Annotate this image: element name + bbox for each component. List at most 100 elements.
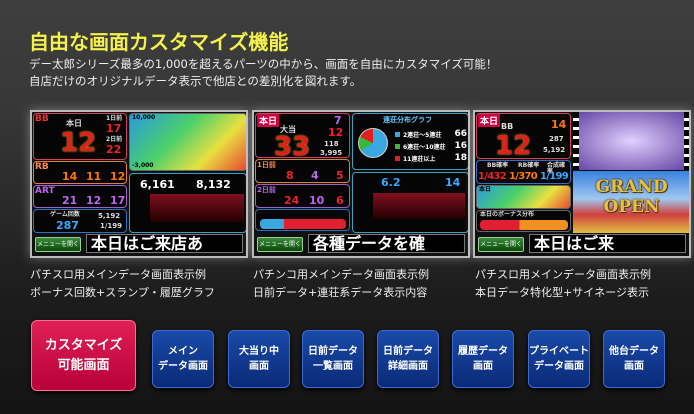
page-title: 自由な画面カスタマイズ機能	[29, 30, 289, 54]
caption-line-1: パチスロ用メインデータ画面表示例	[475, 268, 651, 281]
ratio: 1/199	[100, 222, 123, 230]
legend-label: 6連荘～10連荘	[403, 143, 446, 151]
caption-line-2: ボーナス回数+スランプ・履歴グラフ	[30, 286, 215, 299]
ticker-text: 本日はご来	[529, 234, 686, 253]
pie-title: 連荘分布グラフ	[383, 116, 432, 124]
rb-label: RB	[35, 162, 49, 172]
pie-legend-item: 2連荘～5連荘 66	[395, 128, 467, 140]
games-value: 287	[56, 219, 79, 232]
prev2-c: 6	[336, 194, 344, 207]
menu-button[interactable]: メニューを開く	[257, 237, 303, 252]
start1-value: 118	[324, 140, 339, 148]
prev1-value: 17	[106, 122, 122, 135]
games-total: 5,192	[98, 212, 121, 220]
pie-legend-item: 11連荘以上 18	[395, 152, 467, 164]
bb-panel: BB 本日 12 1日前 17 2日前 22	[33, 113, 127, 160]
ticker-text: 各種データを確	[308, 234, 465, 253]
pie-legend-item: 6連荘～10連荘 16	[395, 140, 467, 152]
streak-value: 12	[328, 126, 344, 139]
prev2-label: 2日前	[257, 186, 276, 194]
grand-open-banner: GRAND OPEN	[573, 171, 689, 233]
bonus-panel: 本日のボーナス分布	[476, 210, 571, 232]
button-line-2: データ画面	[534, 361, 584, 372]
caption-line-2: 本日データ特化型+サイネージ表示	[475, 286, 649, 299]
screen-type-button[interactable]: メイン データ画面	[152, 330, 214, 388]
bb-prob: 1/432	[478, 172, 507, 182]
button-line-2: 詳細画面	[388, 361, 428, 372]
button-line-1: 履歴データ	[458, 346, 508, 357]
screen-type-button[interactable]: 大当り中 画面	[228, 330, 290, 388]
slump-graph: 本日	[476, 185, 571, 209]
rb-prob: 1/370	[509, 172, 538, 182]
rb-today: 14	[62, 170, 78, 183]
rb-prev1: 11	[86, 170, 102, 183]
banner-line-2: OPEN	[603, 197, 660, 217]
screen-type-button[interactable]: 日前データ 詳細画面	[377, 330, 439, 388]
screen-example-2: 本日 大当 33 7 12 118 3,995 1日前 8 4 5 2日前 24…	[252, 110, 470, 258]
video-thumbnail	[573, 112, 689, 170]
button-line-1: カスタマイズ	[44, 337, 123, 353]
caption-3: パチスロ用メインデータ画面表示例 本日データ特化型+サイネージ表示	[475, 266, 651, 302]
prev2-a: 24	[284, 194, 300, 207]
games-value: 287	[549, 135, 564, 143]
graph-label: 本日	[479, 186, 492, 193]
legend-swatch	[395, 143, 400, 149]
bb-today: 12	[60, 128, 97, 158]
prob-panel: BB確率 RB確率 合成確率 1/432 1/370 1/199	[476, 160, 571, 184]
button-line-2: 画面	[249, 361, 269, 372]
first-value: 7	[334, 114, 342, 127]
jackpot-label: 大当	[280, 125, 296, 134]
screen-type-button[interactable]: 履歴データ 画面	[452, 330, 514, 388]
max-today: 6,161	[140, 178, 175, 191]
screen-example-3: 本日 BB 12 14 287 5,192 BB確率 RB確率 合成確率 1/4…	[473, 110, 691, 258]
button-line-1: 日前データ	[383, 346, 433, 357]
ticker-text: 本日はご来店あ	[86, 234, 243, 253]
jackpot-value: 33	[274, 132, 311, 158]
button-line-1: 大当り中	[239, 346, 279, 357]
screen-type-button[interactable]: 日前データ 一覧画面	[302, 330, 364, 388]
ratio-bar	[260, 219, 346, 229]
legend-value: 18	[454, 153, 467, 163]
prev1-label: 1日前	[106, 115, 123, 122]
prev1-label: 1日前	[257, 161, 276, 169]
bonus-label: 本日のボーナス分布	[480, 211, 535, 218]
button-line-2: データ画面	[158, 361, 208, 372]
history-panel: 6,161 8,132	[129, 173, 246, 233]
pie-chart	[358, 128, 388, 158]
pie-panel: 連荘分布グラフ 2連荘～5連荘 66 6連荘～10連荘 16 11連荘以上 18	[352, 113, 468, 170]
total-value: 5,192	[543, 146, 566, 154]
today-label: 本日	[257, 114, 280, 127]
slump-graph: 10,000 -3,000	[129, 113, 246, 171]
graph-bottom: -3,000	[132, 162, 154, 169]
bb-label: BB	[501, 122, 514, 131]
button-line-1: 日前データ	[308, 346, 358, 357]
graph-top: 10,000	[132, 114, 156, 121]
rb-prev2: 12	[110, 170, 126, 183]
games-panel: ゲーム回数 287 5,192 1/199	[33, 209, 127, 233]
streak-bars	[373, 193, 465, 219]
prev1-c: 5	[336, 169, 344, 182]
button-line-2: 一覧画面	[313, 361, 353, 372]
bb-label: BB	[35, 114, 49, 124]
bb-value: 12	[495, 131, 532, 159]
art-prev1: 12	[86, 194, 102, 207]
games-label: ゲーム回数	[50, 211, 80, 218]
rb-value: 14	[551, 118, 567, 131]
customizable-screens-button[interactable]: カスタマイズ 可能画面	[31, 320, 136, 391]
caption-line-1: パチスロ用メインデータ画面表示例	[30, 268, 206, 281]
screen-type-button[interactable]: 他台データ 画面	[603, 330, 665, 388]
art-panel: ART 21 12 17	[33, 185, 127, 208]
prev1-a: 8	[286, 169, 294, 182]
bb-prob-label: BB確率	[487, 162, 509, 169]
total-prob: 1/199	[540, 172, 569, 182]
screen-type-button[interactable]: プライベート データ画面	[528, 330, 590, 388]
menu-button[interactable]: メニューを開く	[478, 237, 524, 252]
menu-button[interactable]: メニューを開く	[35, 237, 81, 252]
caption-line-2: 日前データ+連荘系データ表示内容	[253, 286, 428, 299]
button-line-2: 可能画面	[57, 357, 110, 373]
legend-value: 66	[454, 129, 467, 139]
streak-panel: 6.2 14	[352, 172, 468, 233]
today-label: 本日	[66, 119, 82, 128]
today-panel: 本日 BB 12 14 287 5,192	[476, 113, 571, 159]
max-recent: 8,132	[196, 178, 231, 191]
